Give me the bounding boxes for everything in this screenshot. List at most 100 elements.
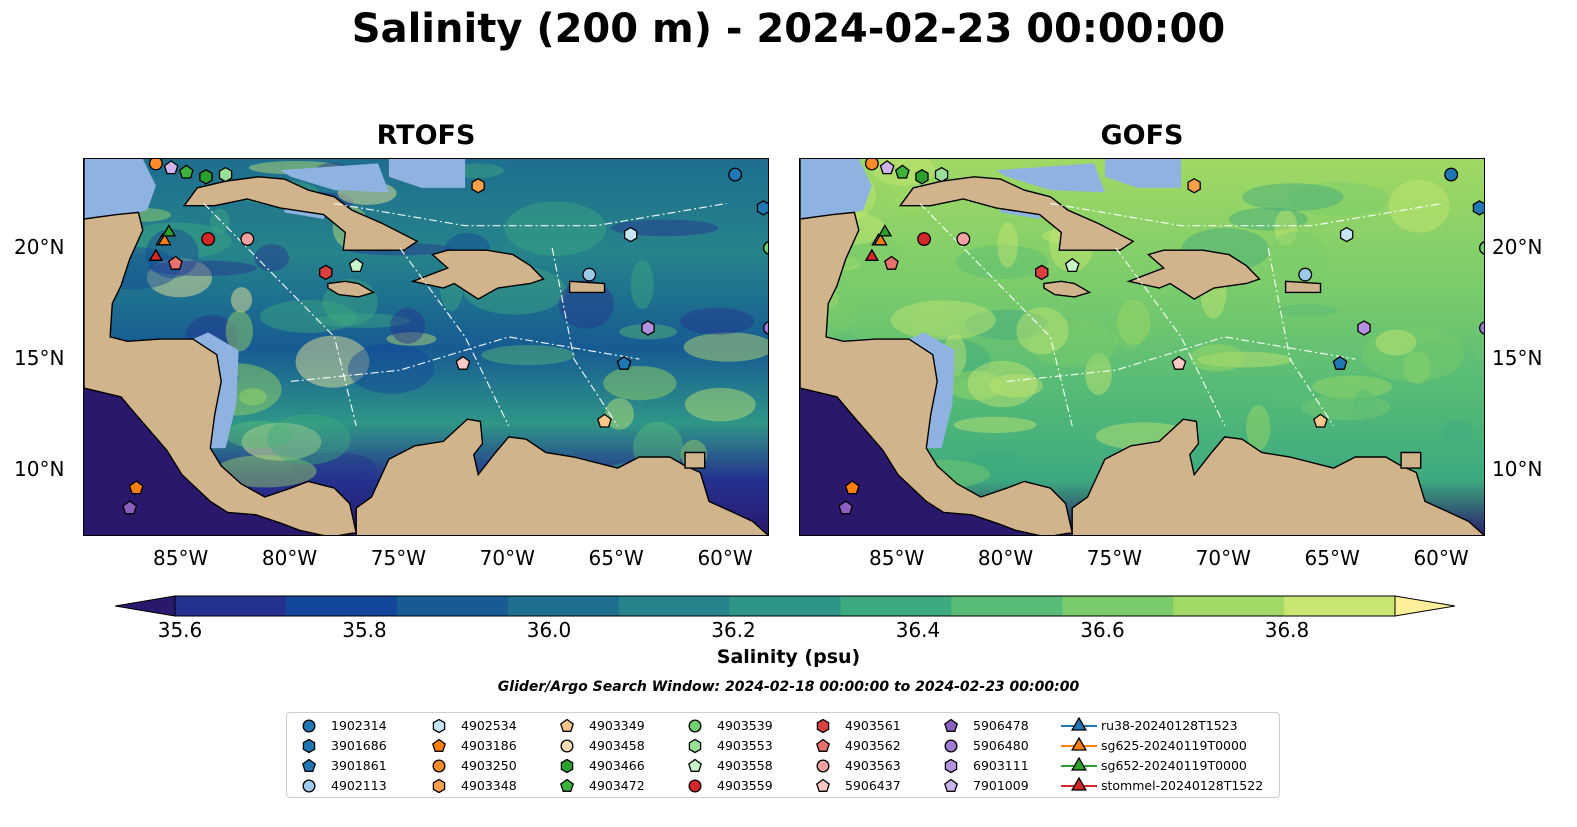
float-marker xyxy=(728,167,743,182)
legend-marker-icon xyxy=(302,758,316,772)
float-marker xyxy=(148,159,163,171)
legend-marker-icon xyxy=(816,778,830,792)
legend-marker-icon xyxy=(560,758,574,774)
latitude-tick-label-right: 20°N xyxy=(1492,234,1543,259)
legend-label: 4903186 xyxy=(461,738,517,753)
latitude-tick-label-left: 15°N xyxy=(14,346,65,371)
legend-marker-icon xyxy=(688,758,702,772)
legend-marker-icon xyxy=(816,738,830,752)
longitude-tick-label: 60°W xyxy=(697,546,753,570)
float-marker xyxy=(763,321,768,335)
legend-label: 1902314 xyxy=(331,718,387,733)
legend-marker-icon xyxy=(302,719,316,733)
float-marker xyxy=(884,255,899,270)
legend-label: 4903539 xyxy=(717,718,773,733)
float-marker xyxy=(917,232,932,246)
float-marker xyxy=(218,166,233,183)
colorbar-segment xyxy=(1284,596,1396,616)
panel-title-gofs: GOFS xyxy=(1100,120,1184,151)
colorbar-segment xyxy=(1173,596,1285,616)
legend-label: 6903111 xyxy=(973,758,1029,773)
float-marker xyxy=(956,232,971,246)
figure-title: Salinity (200 m) - 2024-02-23 00:00:00 xyxy=(351,6,1226,52)
legend-marker-icon xyxy=(1070,736,1088,751)
colorbar-tick-label: 36.0 xyxy=(526,618,572,642)
legend-label: 3901686 xyxy=(331,738,387,753)
longitude-tick-label: 80°W xyxy=(261,546,318,570)
legend-marker-icon xyxy=(944,718,958,732)
legend-label: 5906478 xyxy=(973,718,1029,733)
float-marker xyxy=(168,255,183,270)
latitude-tick-label-left: 10°N xyxy=(14,457,65,482)
colorbar-segment xyxy=(618,596,731,616)
legend-label: 4903458 xyxy=(589,738,645,753)
float-marker xyxy=(1064,257,1080,273)
legend-marker-icon xyxy=(432,718,446,734)
legend-label: stommel-20240128T1522 xyxy=(1101,778,1264,793)
legend-marker-icon xyxy=(1070,756,1088,771)
float-marker xyxy=(756,200,768,216)
legend-marker-icon xyxy=(1070,716,1088,731)
legend-marker-icon xyxy=(944,739,958,753)
legend-label: 4903250 xyxy=(461,758,517,773)
longitude-tick-label: 85°W xyxy=(869,546,925,570)
legend-label: 4903472 xyxy=(589,778,645,793)
legend: 1902314 3901686 3901861 4902113 4902534 49031… xyxy=(286,712,1280,798)
colorbar-segment xyxy=(1062,596,1174,616)
legend-marker-icon xyxy=(944,758,958,774)
float-marker xyxy=(455,355,471,370)
float-marker xyxy=(199,169,213,185)
legend-marker-icon xyxy=(560,739,574,753)
legend-marker-icon xyxy=(432,759,446,773)
colorbar-tick-label: 36.2 xyxy=(711,618,756,642)
float-marker xyxy=(148,248,164,261)
float-marker xyxy=(1357,320,1371,336)
float-marker xyxy=(1298,267,1313,282)
legend-label: 4903561 xyxy=(845,718,901,733)
longitude-tick-label: 65°W xyxy=(588,546,644,570)
float-marker xyxy=(1479,321,1484,335)
latitude-tick-label-right: 15°N xyxy=(1492,346,1543,371)
legend-marker-icon xyxy=(688,719,702,733)
legend-label: 7901009 xyxy=(973,778,1029,793)
float-marker xyxy=(879,160,895,175)
latitude-tick-label-right: 10°N xyxy=(1492,457,1543,482)
legend-marker-icon xyxy=(688,738,702,754)
float-marker xyxy=(864,159,879,171)
map-panel-rtofs[interactable] xyxy=(83,158,769,536)
float-marker xyxy=(1444,167,1459,182)
legend-label: 4903466 xyxy=(589,758,645,773)
float-marker xyxy=(1339,226,1354,243)
longitude-tick-label: 70°W xyxy=(479,546,535,570)
legend-marker-icon xyxy=(560,718,574,732)
float-marker xyxy=(616,355,632,370)
legend-label: 4903348 xyxy=(461,778,517,793)
legend-label: 5906437 xyxy=(845,778,901,793)
float-marker xyxy=(163,160,179,175)
colorbar-extend-high xyxy=(1394,595,1456,617)
legend-label: ru38-20240128T1523 xyxy=(1101,718,1238,733)
float-marker xyxy=(348,257,364,273)
legend-marker-icon xyxy=(432,778,446,794)
colorbar-label: Salinity (psu) xyxy=(716,646,861,668)
longitude-tick-label: 60°W xyxy=(1413,546,1469,570)
colorbar-tick-label: 36.8 xyxy=(1264,618,1310,642)
legend-marker-icon xyxy=(688,779,702,793)
colorbar-segment xyxy=(951,596,1063,616)
float-marker xyxy=(1479,241,1484,255)
map-panel-gofs[interactable] xyxy=(799,158,1485,536)
colorbar xyxy=(114,594,1456,618)
longitude-tick-label: 70°W xyxy=(1195,546,1251,570)
float-marker xyxy=(1332,355,1348,370)
search-window-text: Glider/Argo Search Window: 2024-02-18 00… xyxy=(497,679,1080,695)
colorbar-segment xyxy=(507,596,620,616)
legend-label: 5906480 xyxy=(973,738,1029,753)
float-marker xyxy=(844,480,860,495)
float-marker xyxy=(319,264,333,281)
colorbar-segment xyxy=(840,596,952,616)
legend-marker-icon xyxy=(432,738,446,752)
float-marker xyxy=(873,232,888,246)
legend-label: 4903559 xyxy=(717,778,773,793)
longitude-tick-label: 75°W xyxy=(370,546,426,570)
float-marker xyxy=(915,169,929,185)
